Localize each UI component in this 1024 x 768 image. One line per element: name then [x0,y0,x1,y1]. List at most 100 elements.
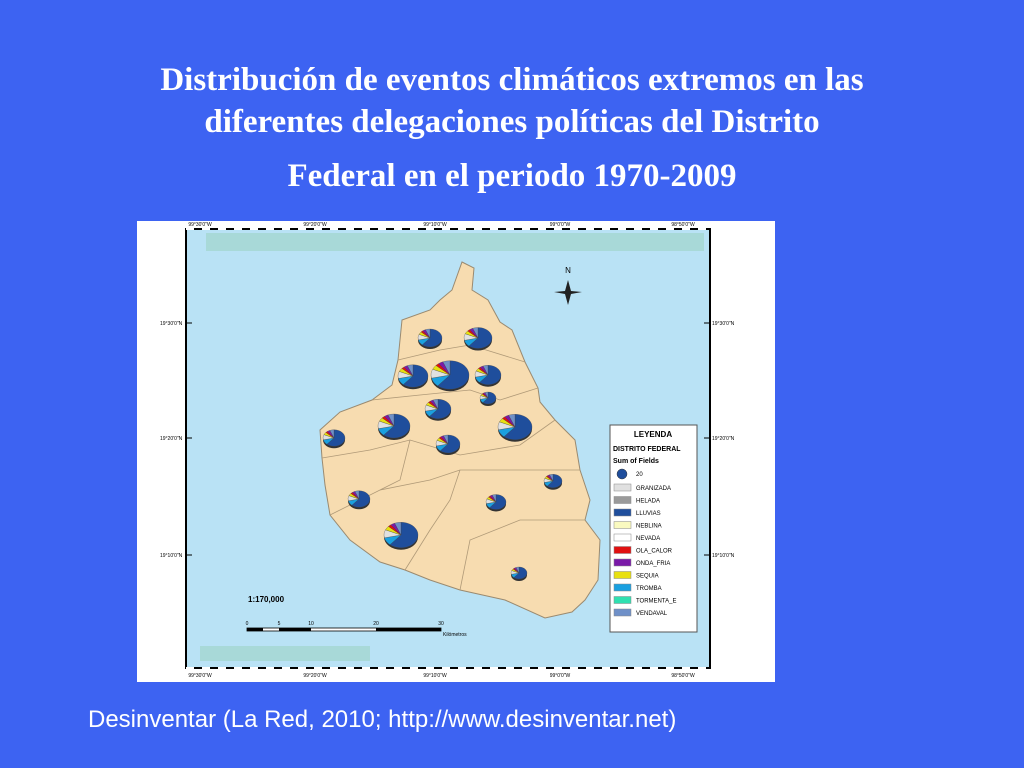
pie-slice [508,414,516,428]
lon-label: 98°50'0"W [671,222,695,228]
pie-glyph [430,360,470,392]
legend-swatch [613,596,632,604]
legend-label: ONDA_FRIA [636,561,670,567]
pie-glyph [497,414,533,442]
scale-text: 1:170,000 [248,595,285,604]
pie-slice [479,365,502,385]
pie-glyph [435,434,461,455]
scale-unit: Kilómetros [443,632,467,638]
pie-slice [403,364,429,388]
scale-label: 20 [373,621,379,627]
lat-label: 19°30'0"N [160,321,183,327]
pie-glyph [510,566,528,581]
pie-slice [472,327,479,339]
scale-label: 10 [308,621,314,627]
lon-label: 99°10'0"W [423,222,447,228]
pie-slice [351,490,371,508]
lat-label: 19°30'0"N [712,321,735,327]
pie-slice [443,434,449,445]
legend-size-label: 20 [636,472,643,478]
legend-swatch [613,533,632,542]
legend-label: LLUVIAS [636,511,661,517]
lon-label: 99°0'0"W [550,222,571,228]
pie-slice [489,494,507,510]
pie-slice [389,522,419,548]
legend-label: TORMENTA_E [636,599,676,605]
pie-slice [503,414,533,440]
lon-label: 99°30'0"W [188,673,212,679]
pie-slice [383,413,411,439]
pie-glyph [383,522,419,550]
pie-slice [425,328,431,339]
pie-slice [429,399,452,419]
north-arrow [554,280,582,305]
legend-subtitle: DISTRITO FEDERAL [613,446,681,453]
lon-label: 99°30'0"W [188,222,212,228]
pie-slice [437,360,470,390]
lat-label: 19°20'0"N [160,436,183,442]
lat-label: 19°10'0"N [712,553,735,559]
legend-swatch [613,546,632,554]
pie-slice [546,474,563,488]
legend-swatch [613,521,632,529]
pie-slice [439,434,461,454]
lon-label: 99°0'0"W [550,673,571,679]
legend-label: NEVADA [636,536,660,542]
legend-label: NEBLINA [636,524,662,530]
legend-swatch [613,608,632,617]
pie-slice [407,364,414,377]
scale-bar [246,627,442,632]
scale-label: 0 [246,621,249,627]
pie-slice [549,474,554,482]
pie-glyph [485,494,507,512]
pie-slice [484,391,489,399]
legend-field: Sum of Fields [613,458,659,465]
pie-glyph [479,391,497,406]
lon-label: 99°20'0"W [303,673,327,679]
scale-label: 5 [278,621,281,627]
legend-swatch [613,558,632,567]
title-line: diferentes delegaciones políticas del Di… [204,104,820,140]
lon-label: 99°10'0"W [423,673,447,679]
north-label: N [565,266,571,275]
pie-glyph [474,365,502,387]
lon-label: 99°20'0"W [303,222,327,228]
lat-label: 19°10'0"N [160,553,183,559]
legend-label: TROMBA [636,586,662,592]
pie-slice [387,413,395,427]
pie-glyph [377,413,411,440]
pie-glyph [424,399,452,421]
title-line: Distribución de eventos climáticos extre… [160,62,864,98]
pie-slice [394,522,402,536]
pie-glyph [417,328,443,349]
pie-slice [492,494,497,503]
pie-glyph [543,474,563,490]
pie-glyph [463,327,493,351]
pie-slice [482,391,497,405]
pie-glyph [397,364,429,390]
pie-slice [515,566,520,574]
legend-title: LEYENDA [634,430,672,439]
title-line: Federal en el periodo 1970-2009 [287,158,737,194]
legend-label: HELADA [636,499,660,505]
legend-label: OLA_CALOR [636,549,673,555]
legend-label: GRANIZADA [636,486,671,492]
pie-slice [513,566,528,580]
legend-swatch [613,508,632,517]
legend-label: SEQUIA [636,574,659,580]
scale-label: 30 [438,621,444,627]
lon-label: 98°50'0"W [671,673,695,679]
pie-slice [421,328,443,348]
lat-label: 19°20'0"N [712,436,735,442]
legend-swatch [613,483,632,492]
boundaries [321,344,585,591]
pie-slice [442,360,451,376]
pie-slice [432,399,439,410]
pie-slice [354,490,360,500]
legend-swatch [613,496,632,504]
pie-slice [468,327,493,349]
pie-glyph [322,429,346,449]
pie-glyph [347,490,371,510]
